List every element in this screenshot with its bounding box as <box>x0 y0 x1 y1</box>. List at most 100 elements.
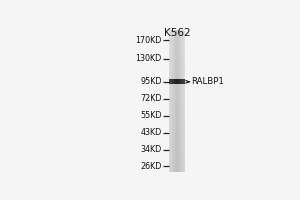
Bar <box>169 85 185 87</box>
Bar <box>169 94 185 96</box>
Text: 72KD: 72KD <box>140 94 162 103</box>
Bar <box>169 140 185 142</box>
Bar <box>169 51 185 53</box>
Bar <box>169 156 185 158</box>
Bar <box>169 67 185 69</box>
Bar <box>169 37 185 39</box>
Bar <box>180 79 181 84</box>
Bar <box>169 74 185 76</box>
Bar <box>169 158 185 159</box>
Bar <box>169 34 185 35</box>
Bar <box>169 80 185 82</box>
Bar <box>169 60 185 62</box>
Bar <box>169 32 185 34</box>
Bar <box>169 168 185 170</box>
Bar <box>169 167 185 168</box>
Bar <box>169 50 185 51</box>
Bar <box>169 82 185 83</box>
Bar <box>169 136 185 138</box>
Bar <box>177 79 178 84</box>
Bar <box>179 79 180 84</box>
Text: 170KD: 170KD <box>136 36 162 45</box>
Bar <box>169 79 170 84</box>
Bar <box>169 129 185 131</box>
Bar <box>169 101 185 103</box>
Bar <box>169 128 185 129</box>
Bar <box>169 55 185 57</box>
Bar <box>169 112 185 113</box>
Bar <box>169 58 185 60</box>
Bar <box>169 39 185 41</box>
Bar <box>169 30 185 32</box>
Bar <box>169 119 185 120</box>
Bar <box>169 110 185 112</box>
Bar <box>169 159 185 161</box>
Bar <box>172 79 173 84</box>
Bar <box>169 66 185 67</box>
Bar <box>169 78 185 80</box>
Bar <box>169 163 185 165</box>
Text: 95KD: 95KD <box>140 77 162 86</box>
Bar <box>182 79 183 84</box>
Bar <box>181 79 182 84</box>
Text: K562: K562 <box>164 28 190 38</box>
Bar <box>169 149 185 151</box>
Text: 130KD: 130KD <box>136 54 162 63</box>
Bar <box>178 79 179 84</box>
Bar <box>169 83 185 85</box>
Bar <box>170 79 171 84</box>
Bar <box>169 103 185 105</box>
Bar <box>169 138 185 140</box>
Bar <box>183 79 184 84</box>
Bar <box>169 57 185 58</box>
Bar <box>184 79 185 84</box>
Bar <box>169 89 185 90</box>
Bar <box>169 144 185 145</box>
Bar <box>169 35 185 37</box>
Bar <box>169 92 185 94</box>
Bar <box>174 79 175 84</box>
Bar <box>169 62 185 64</box>
Bar <box>169 41 185 43</box>
Bar <box>169 147 185 149</box>
Bar <box>169 142 185 144</box>
Bar <box>169 152 185 154</box>
Text: 43KD: 43KD <box>141 128 162 137</box>
Bar <box>173 79 174 84</box>
Bar <box>169 145 185 147</box>
Bar <box>169 161 185 163</box>
Bar <box>169 126 185 128</box>
Bar <box>171 79 172 84</box>
Bar <box>169 53 185 55</box>
Text: 55KD: 55KD <box>140 111 162 120</box>
Bar <box>169 71 185 73</box>
Bar <box>169 87 185 89</box>
Bar <box>169 170 185 172</box>
Bar <box>169 44 185 46</box>
Bar <box>169 154 185 156</box>
Bar <box>169 46 185 48</box>
Bar <box>169 48 185 50</box>
Bar <box>169 73 185 74</box>
Bar <box>169 113 185 115</box>
Bar <box>169 122 185 124</box>
Bar <box>169 106 185 108</box>
Text: 34KD: 34KD <box>141 145 162 154</box>
Bar <box>169 99 185 101</box>
Bar <box>169 115 185 117</box>
Bar <box>169 120 185 122</box>
Bar <box>169 135 185 136</box>
Bar <box>169 117 185 119</box>
Text: RALBP1: RALBP1 <box>191 77 224 86</box>
Bar <box>169 69 185 71</box>
Bar <box>169 43 185 44</box>
Bar <box>169 133 185 135</box>
Bar <box>169 96 185 97</box>
Bar <box>169 165 185 167</box>
Bar <box>169 108 185 110</box>
Bar <box>169 151 185 152</box>
Bar <box>169 105 185 106</box>
Bar <box>169 76 185 78</box>
Bar <box>169 64 185 66</box>
Bar <box>169 90 185 92</box>
